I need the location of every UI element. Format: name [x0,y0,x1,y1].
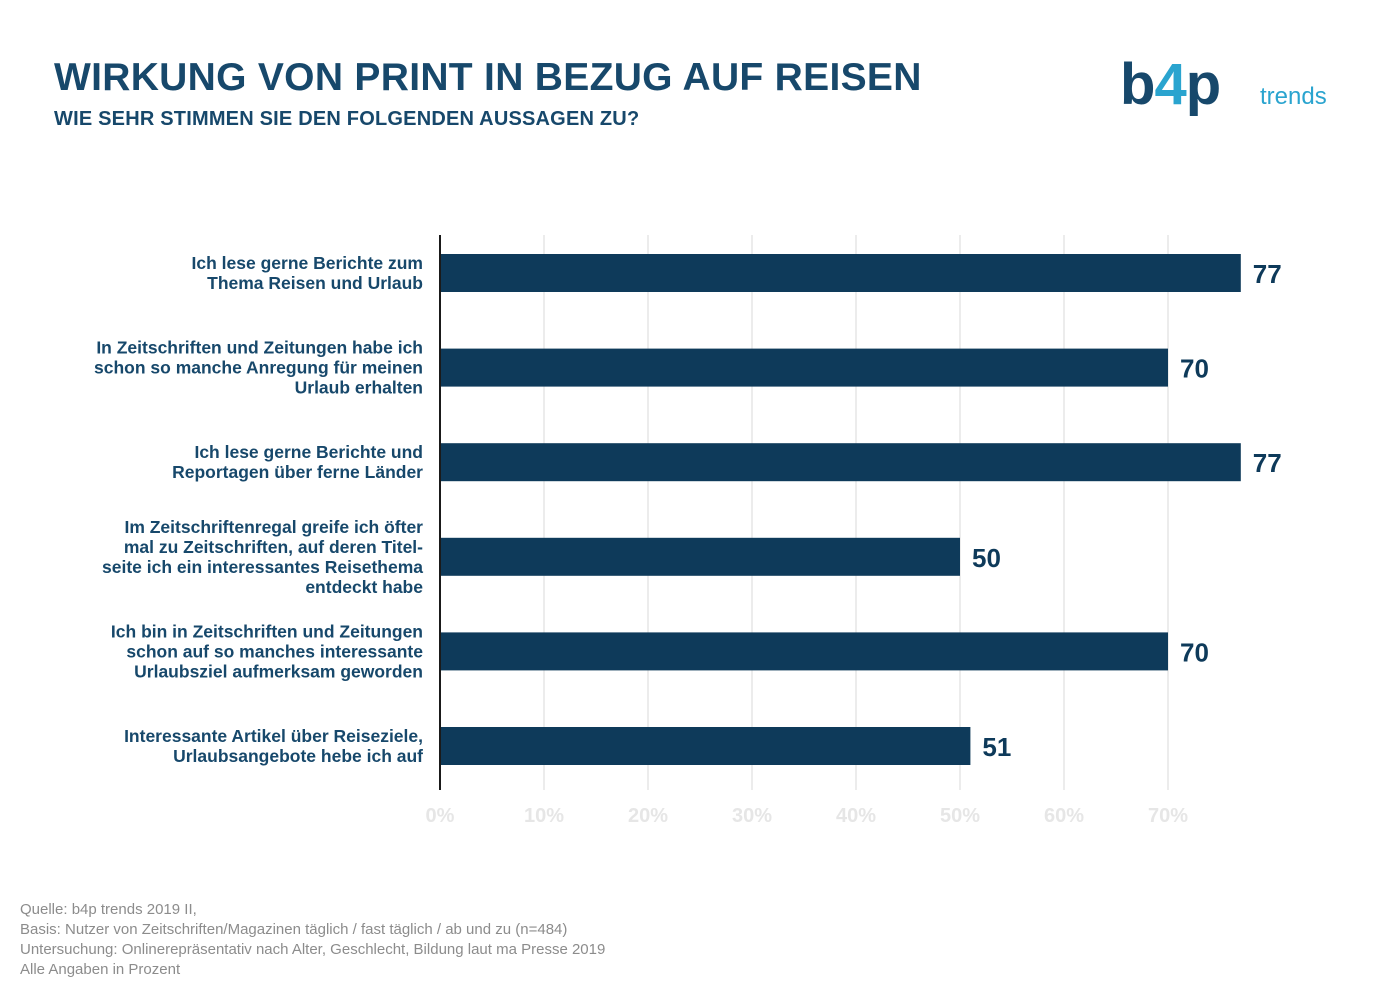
chart-subtitle: WIE SEHR STIMMEN SIE DEN FOLGENDEN AUSSA… [54,108,640,130]
x-tick-label: 60% [1044,805,1084,827]
category-label-line: Ich lese gerne Berichte und [194,442,423,462]
category-label-line: entdeckt habe [305,577,423,597]
bar-value-label: 70 [1180,354,1209,384]
bar [440,348,1168,387]
category-label: Interessante Artikel über Reiseziele, Url… [124,726,423,766]
category-label-line: In Zeitschriften und Zeitungen habe ich [96,338,423,358]
bar-value-label: 70 [1180,637,1209,667]
category-label-line: Ich bin in Zeitschriften und Zeitungen [111,621,423,641]
category-label-line: Im Zeitschriftenregal greife ich öfter [124,517,423,537]
category-label-line: schon so manche Anregung für meinen [94,358,423,378]
category-label: Ich lese gerne Berichte und Reportagen üb… [172,442,423,482]
x-tick-label: 30% [732,805,772,827]
bar-value-label: 51 [982,732,1011,762]
category-label-line: Urlaubsangebote hebe ich auf [173,746,423,766]
x-tick-label: 70% [1148,805,1188,827]
category-label-line: Urlaub erhalten [295,378,423,398]
category-label: In Zeitschriften und Zeitungen habe ich s… [94,338,423,398]
category-label-line: Thema Reisen und Urlaub [207,273,423,293]
x-tick-label: 40% [836,805,876,827]
category-label-line: Ich lese gerne Berichte zum [192,253,423,273]
bar-value-label: 77 [1253,259,1282,289]
footer-notes: Quelle: b4p trends 2019 II, Basis: Nutze… [20,900,605,980]
category-label: Ich lese gerne Berichte zum Thema Reisen … [192,253,423,293]
category-label: Im Zeitschriftenregal greife ich öfter ma… [102,517,423,597]
category-label-line: Interessante Artikel über Reiseziele, [124,726,423,746]
category-label: Ich bin in Zeitschriften und Zeitungen sc… [111,621,423,681]
x-tick-label: 10% [524,805,564,827]
bar [440,537,960,576]
bar [440,632,1168,671]
category-label-line: schon auf so manches interessante [126,641,423,661]
category-label-line: Urlaubsziel aufmerksam geworden [134,661,423,681]
bar [440,254,1241,292]
footer-unit-note: Alle Angaben in Prozent [20,961,181,978]
x-tick-label: 50% [940,805,980,827]
chart-title: WIRKUNG VON PRINT IN BEZUG AUF REISEN [54,56,922,99]
bar [440,443,1241,482]
bar-value-label: 50 [972,543,1001,573]
b4p-trends-logo: b4p trends [1120,52,1350,124]
footer-basis: Basis: Nutzer von Zeitschriften/Magazine… [20,921,568,938]
x-tick-label: 20% [628,805,668,827]
logo-subtitle: trends [1260,83,1327,110]
category-label-line: Reportagen über ferne Länder [172,462,423,482]
bar-chart: 0% 10% 20% 30% 40% 50% 60% 70% 77 Ich lese gerne … [94,235,1282,827]
x-tick-label: 0% [426,805,455,827]
footer-method: Untersuchung: Onlinerepräsentativ nach A… [20,941,606,958]
category-label-line: mal zu Zeitschriften, auf deren Titel- [124,537,423,557]
bar-value-label: 77 [1253,448,1282,478]
category-label-line: seite ich ein interessantes Reisethema [102,557,423,577]
bar [440,727,971,765]
footer-source: Quelle: b4p trends 2019 II, [20,901,197,918]
logo-wordmark: b4p [1120,52,1221,117]
